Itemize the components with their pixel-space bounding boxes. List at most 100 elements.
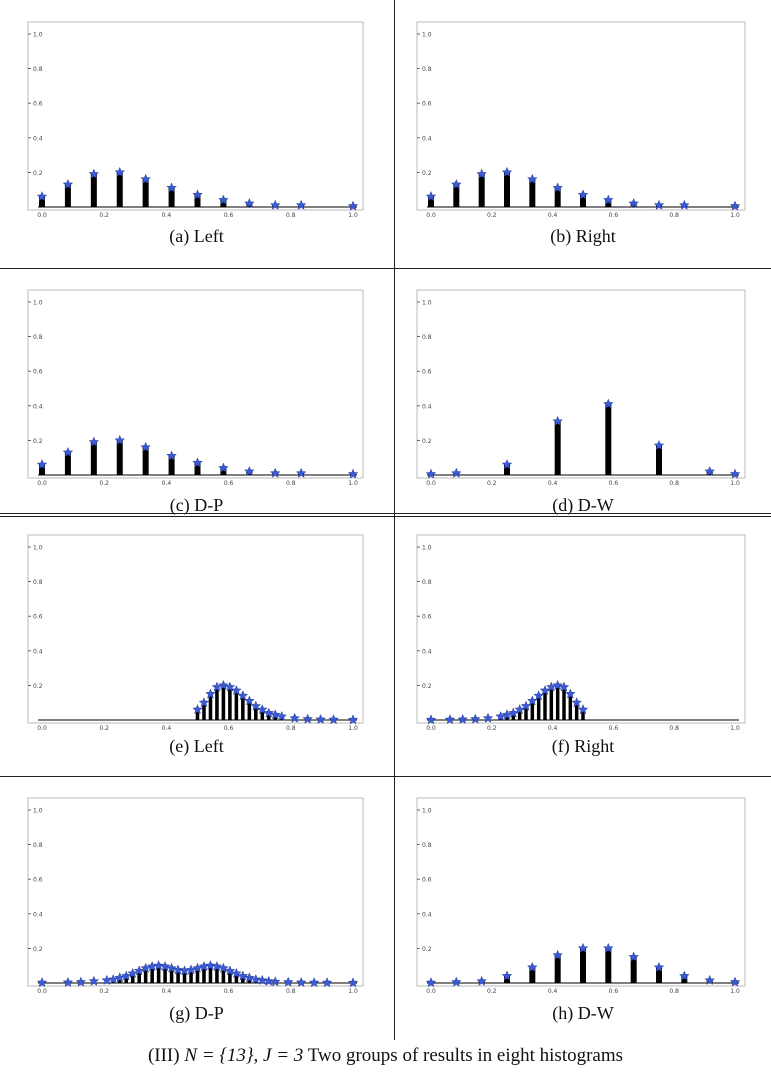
caption-prefix: (III): [147, 1045, 180, 1066]
star-marker: [282, 976, 294, 987]
star-marker: [231, 967, 242, 978]
y-tick-label: 0.8: [422, 334, 432, 341]
histogram-bar: [116, 440, 123, 475]
histogram-svg: 0.2 0.4 0.6 0.8 1.0 0.0 0.2 0.4 0.6 0.8 1.0: [416, 289, 746, 486]
y-tick-label: 0.8: [33, 579, 43, 586]
histogram-bar: [656, 445, 662, 475]
histogram-bar: [168, 455, 175, 475]
x-tick-label: 0.0: [426, 480, 436, 486]
star-marker: [295, 976, 307, 987]
star-marker: [289, 712, 300, 723]
histogram-bar: [543, 690, 547, 720]
star-marker: [269, 467, 281, 478]
star-marker: [231, 685, 242, 696]
panel-caption: (a) Left: [169, 226, 224, 246]
star-marker: [205, 688, 216, 699]
star-marker: [729, 468, 741, 479]
y-tick-label: 0.6: [422, 369, 432, 376]
star-marker: [679, 970, 690, 981]
histogram-bar: [215, 966, 219, 983]
x-tick-label: 0.4: [162, 725, 172, 731]
histogram-bar: [530, 700, 535, 720]
x-tick-label: 0.4: [548, 480, 558, 486]
histogram-bar: [215, 687, 219, 720]
histogram-bar: [189, 970, 193, 983]
histogram-bar: [124, 976, 128, 983]
x-tick-label: 0.8: [669, 480, 679, 486]
star-marker: [321, 977, 333, 988]
plot-frame: [416, 797, 746, 987]
star-marker: [172, 964, 184, 975]
histogram-bar: [169, 968, 174, 983]
star-marker: [603, 398, 614, 409]
histogram-bar: [156, 965, 161, 983]
star-marker: [653, 199, 665, 210]
star-marker: [451, 976, 462, 987]
star-marker: [36, 459, 48, 470]
x-tick-label: 0.0: [426, 988, 436, 994]
star-marker: [347, 200, 359, 211]
star-marker: [237, 690, 249, 701]
histogram-bar: [195, 968, 200, 983]
histogram-panel-d: 0.2 0.4 0.6 0.8 1.0 0.0 0.2 0.4 0.6 0.8 1.0 (d) D-W: [395, 268, 771, 515]
star-marker: [328, 714, 339, 725]
star-marker: [127, 967, 138, 978]
star-marker: [205, 960, 216, 971]
histogram-bar: [453, 184, 460, 207]
star-marker: [729, 200, 741, 211]
x-tick-label: 1.0: [348, 725, 358, 731]
star-marker: [218, 194, 229, 205]
star-marker: [482, 712, 494, 723]
star-marker: [302, 713, 313, 724]
histogram-bar: [194, 462, 201, 475]
histogram-bar: [221, 685, 226, 720]
star-marker: [159, 961, 171, 972]
star-marker: [224, 965, 236, 976]
y-tick-label: 0.6: [33, 614, 43, 621]
histogram-bar: [681, 976, 688, 983]
histogram-bar: [504, 464, 510, 475]
star-marker: [603, 194, 614, 205]
y-tick-label: 0.4: [33, 403, 43, 410]
plot-frame: [27, 797, 364, 987]
histogram-bar: [247, 977, 252, 983]
star-marker: [295, 467, 307, 478]
x-tick-label: 0.4: [162, 988, 172, 994]
y-tick-label: 0.4: [33, 648, 43, 655]
x-tick-label: 1.0: [348, 988, 358, 994]
x-tick-label: 0.2: [487, 212, 497, 218]
y-tick-label: 0.2: [422, 170, 432, 177]
histogram-bar: [142, 447, 149, 475]
star-marker: [62, 446, 74, 457]
x-tick-label: 0.2: [99, 725, 109, 731]
histogram-bar: [163, 966, 167, 983]
y-tick-label: 0.8: [422, 579, 432, 586]
histogram-panel-a: 0.2 0.4 0.6 0.8 1.0 0.0 0.2 0.4 0.6 0.8 1.0 (a) Lef…: [0, 0, 393, 246]
star-marker: [552, 679, 563, 690]
star-marker: [347, 714, 359, 725]
plot-frame: [416, 289, 746, 479]
histogram-bar: [254, 706, 258, 720]
x-tick-label: 1.0: [348, 480, 358, 486]
x-tick-label: 0.8: [669, 988, 679, 994]
x-tick-label: 0.4: [548, 988, 558, 994]
y-tick-label: 0.6: [422, 877, 432, 884]
panel-separator-v: [394, 0, 395, 1040]
x-tick-label: 0.6: [224, 725, 234, 731]
x-tick-label: 0.8: [286, 480, 296, 486]
x-tick-label: 0.6: [609, 212, 619, 218]
x-tick-label: 0.2: [487, 480, 497, 486]
y-tick-label: 0.4: [33, 135, 43, 142]
star-marker: [114, 166, 126, 177]
x-tick-label: 0.6: [609, 725, 619, 731]
histogram-bar: [549, 687, 554, 720]
star-marker: [679, 199, 690, 210]
star-marker: [628, 198, 639, 209]
histogram-bar: [150, 966, 154, 983]
histogram-bar: [137, 970, 141, 983]
star-marker: [565, 688, 576, 699]
y-tick-label: 0.2: [422, 683, 432, 690]
figure-caption: (III) N = {13}, J = 3 Two groups of resu…: [0, 1045, 771, 1067]
histogram-bar: [260, 709, 265, 720]
histogram-bar: [554, 421, 561, 475]
